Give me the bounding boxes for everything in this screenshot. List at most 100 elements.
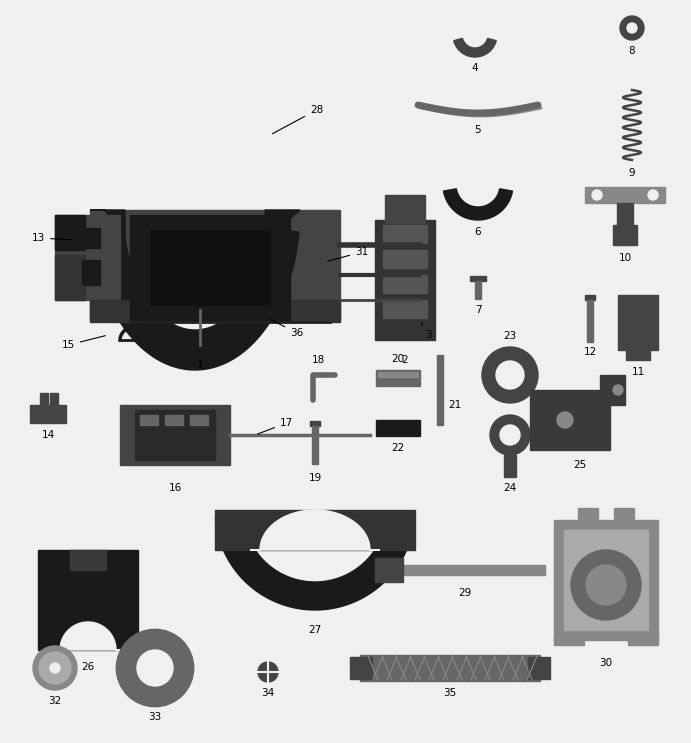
Bar [375, 558, 403, 582]
Bar [140, 415, 158, 425]
Text: 2: 2 [401, 355, 408, 365]
Bar [30, 405, 66, 423]
Polygon shape [265, 210, 300, 240]
Text: 36: 36 [270, 319, 303, 338]
Bar [38, 550, 138, 650]
Text: 34: 34 [261, 688, 274, 698]
Bar [554, 635, 584, 645]
Bar [383, 275, 427, 293]
Circle shape [117, 630, 193, 706]
Circle shape [592, 190, 602, 200]
Text: 8: 8 [629, 46, 635, 56]
Bar [40, 393, 48, 407]
Bar [587, 300, 593, 342]
Bar [585, 187, 665, 203]
Circle shape [39, 652, 71, 684]
Bar [617, 203, 633, 233]
Text: 29: 29 [458, 588, 472, 598]
Circle shape [137, 650, 173, 686]
Polygon shape [216, 516, 415, 610]
Text: 33: 33 [149, 712, 162, 722]
Text: 24: 24 [503, 483, 517, 493]
Circle shape [571, 550, 641, 620]
Bar [120, 405, 230, 465]
Bar [578, 508, 598, 522]
Bar [528, 657, 550, 679]
Polygon shape [250, 510, 380, 550]
Bar [215, 510, 415, 550]
Bar [190, 415, 208, 425]
Circle shape [50, 663, 60, 673]
Text: 6: 6 [475, 227, 482, 237]
Text: 26: 26 [82, 662, 95, 672]
Circle shape [648, 190, 658, 200]
Bar [613, 225, 637, 245]
Polygon shape [530, 375, 625, 450]
Bar [310, 421, 320, 426]
Bar [82, 260, 100, 285]
Text: 20: 20 [391, 354, 404, 364]
Circle shape [490, 415, 530, 455]
Text: 27: 27 [308, 625, 321, 635]
Circle shape [620, 16, 644, 40]
Text: 28: 28 [272, 105, 323, 134]
Circle shape [500, 425, 520, 445]
Bar [378, 372, 418, 377]
Bar [375, 220, 435, 340]
Text: 15: 15 [61, 336, 105, 350]
Circle shape [482, 347, 538, 403]
Bar [50, 393, 58, 407]
Bar [385, 195, 425, 223]
Polygon shape [444, 189, 513, 220]
Bar [55, 255, 85, 300]
Text: 5: 5 [475, 125, 482, 135]
Text: 23: 23 [503, 331, 517, 341]
Text: 1: 1 [197, 360, 203, 370]
Text: 9: 9 [629, 168, 635, 178]
Polygon shape [454, 39, 496, 57]
Polygon shape [91, 227, 299, 370]
Bar [165, 415, 183, 425]
Circle shape [496, 361, 524, 389]
Circle shape [33, 646, 77, 690]
Bar [614, 508, 634, 522]
Bar [475, 281, 481, 299]
Bar [150, 230, 270, 305]
Text: 18: 18 [312, 355, 325, 365]
Text: 32: 32 [48, 696, 61, 706]
Bar [135, 410, 215, 460]
Text: 13: 13 [32, 233, 73, 243]
Bar [383, 250, 427, 268]
Circle shape [586, 565, 626, 605]
Bar [90, 210, 340, 320]
Text: 21: 21 [448, 400, 462, 410]
Bar [82, 228, 100, 248]
Text: 16: 16 [169, 483, 182, 493]
Text: 14: 14 [41, 430, 55, 440]
Bar [437, 355, 443, 425]
Text: 30: 30 [599, 658, 612, 668]
Bar [380, 565, 545, 575]
Polygon shape [618, 295, 658, 360]
Bar [376, 370, 420, 386]
Text: 3: 3 [422, 322, 432, 340]
Polygon shape [90, 210, 125, 240]
Bar [564, 530, 648, 630]
Circle shape [627, 23, 637, 33]
Text: 19: 19 [308, 473, 321, 483]
Bar [628, 635, 658, 645]
Bar [470, 276, 486, 281]
Bar [90, 300, 340, 322]
Circle shape [557, 412, 573, 428]
Bar [383, 300, 427, 318]
Bar [130, 215, 290, 320]
Text: 31: 31 [328, 247, 368, 262]
Bar [504, 455, 516, 477]
Bar [554, 520, 658, 640]
Text: 10: 10 [618, 253, 632, 263]
Bar [312, 426, 318, 464]
Bar [383, 225, 427, 243]
Text: 17: 17 [258, 418, 293, 434]
Bar [350, 657, 372, 679]
Circle shape [258, 662, 278, 682]
